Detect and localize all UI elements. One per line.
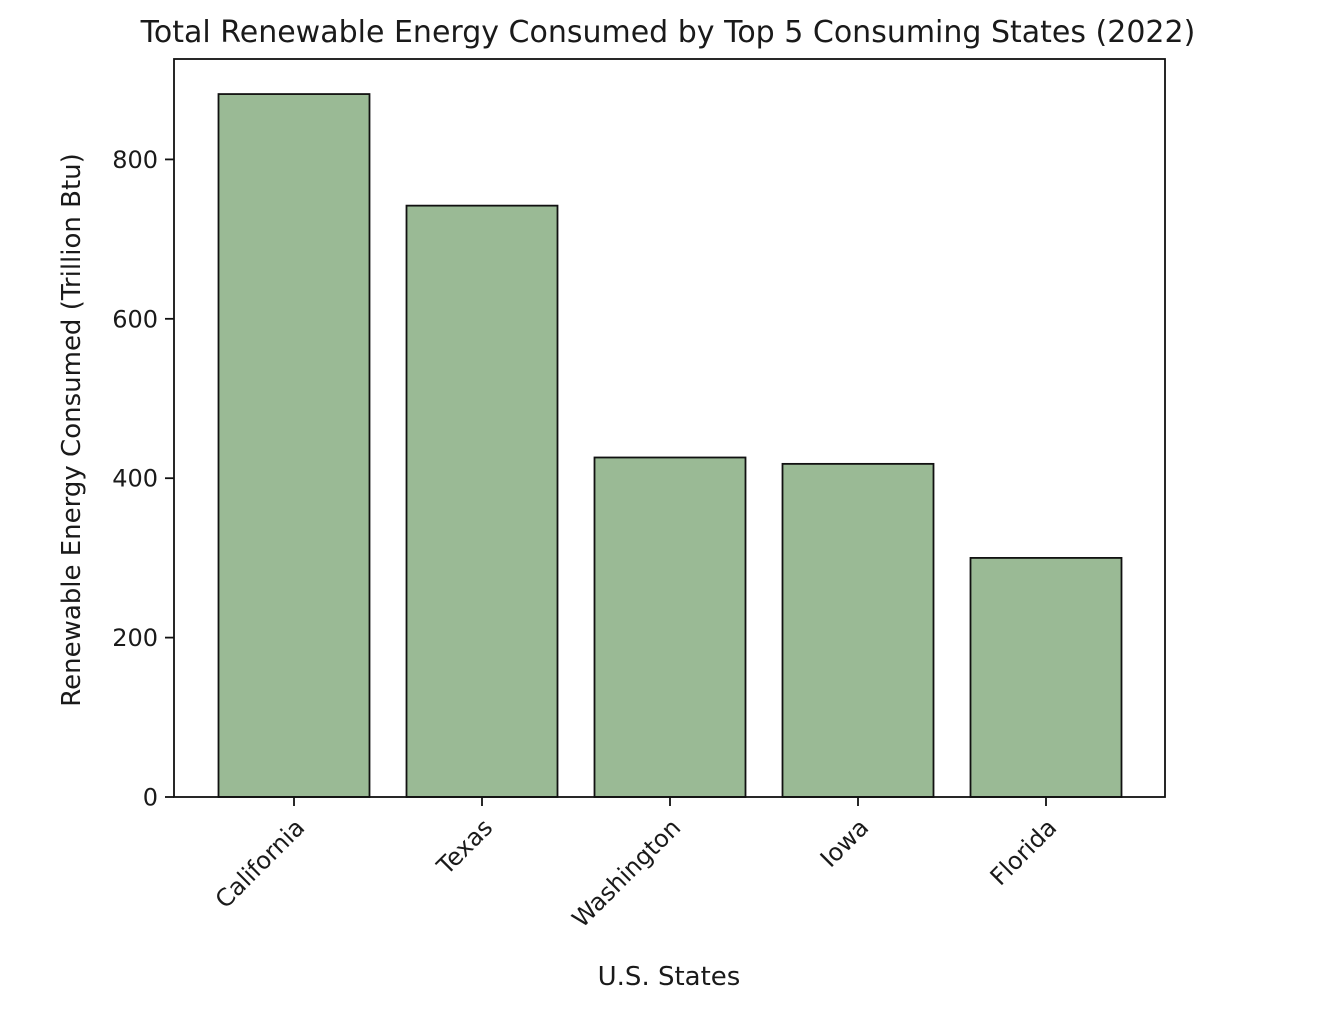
bar-florida [969,557,1123,798]
y-tick-label: 800 [112,146,158,174]
x-tick-label: Texas [431,813,498,880]
y-axis-label: Renewable Energy Consumed (Trillion Btu) [57,153,87,707]
x-tick-label: Washington [567,813,687,933]
y-tick-label: 200 [112,624,158,652]
x-tick-label: California [210,813,310,913]
bar-texas [405,204,559,798]
y-tick-label: 400 [112,465,158,493]
x-axis-label: U.S. States [598,962,741,992]
y-tick-label: 600 [112,305,158,333]
y-axis: 0 200 400 600 800 [112,146,174,812]
y-tick-label: 0 [143,784,158,812]
x-tick-label: Iowa [815,813,874,872]
bar-washington [593,456,747,798]
bar-california [217,93,371,798]
plot-area [217,93,1123,798]
chart-title: Total Renewable Energy Consumed by Top 5… [140,15,1196,50]
x-axis: California Texas Washington Iowa Florida [210,797,1062,933]
x-tick-label: Florida [985,813,1063,891]
bar-iowa [781,462,935,798]
